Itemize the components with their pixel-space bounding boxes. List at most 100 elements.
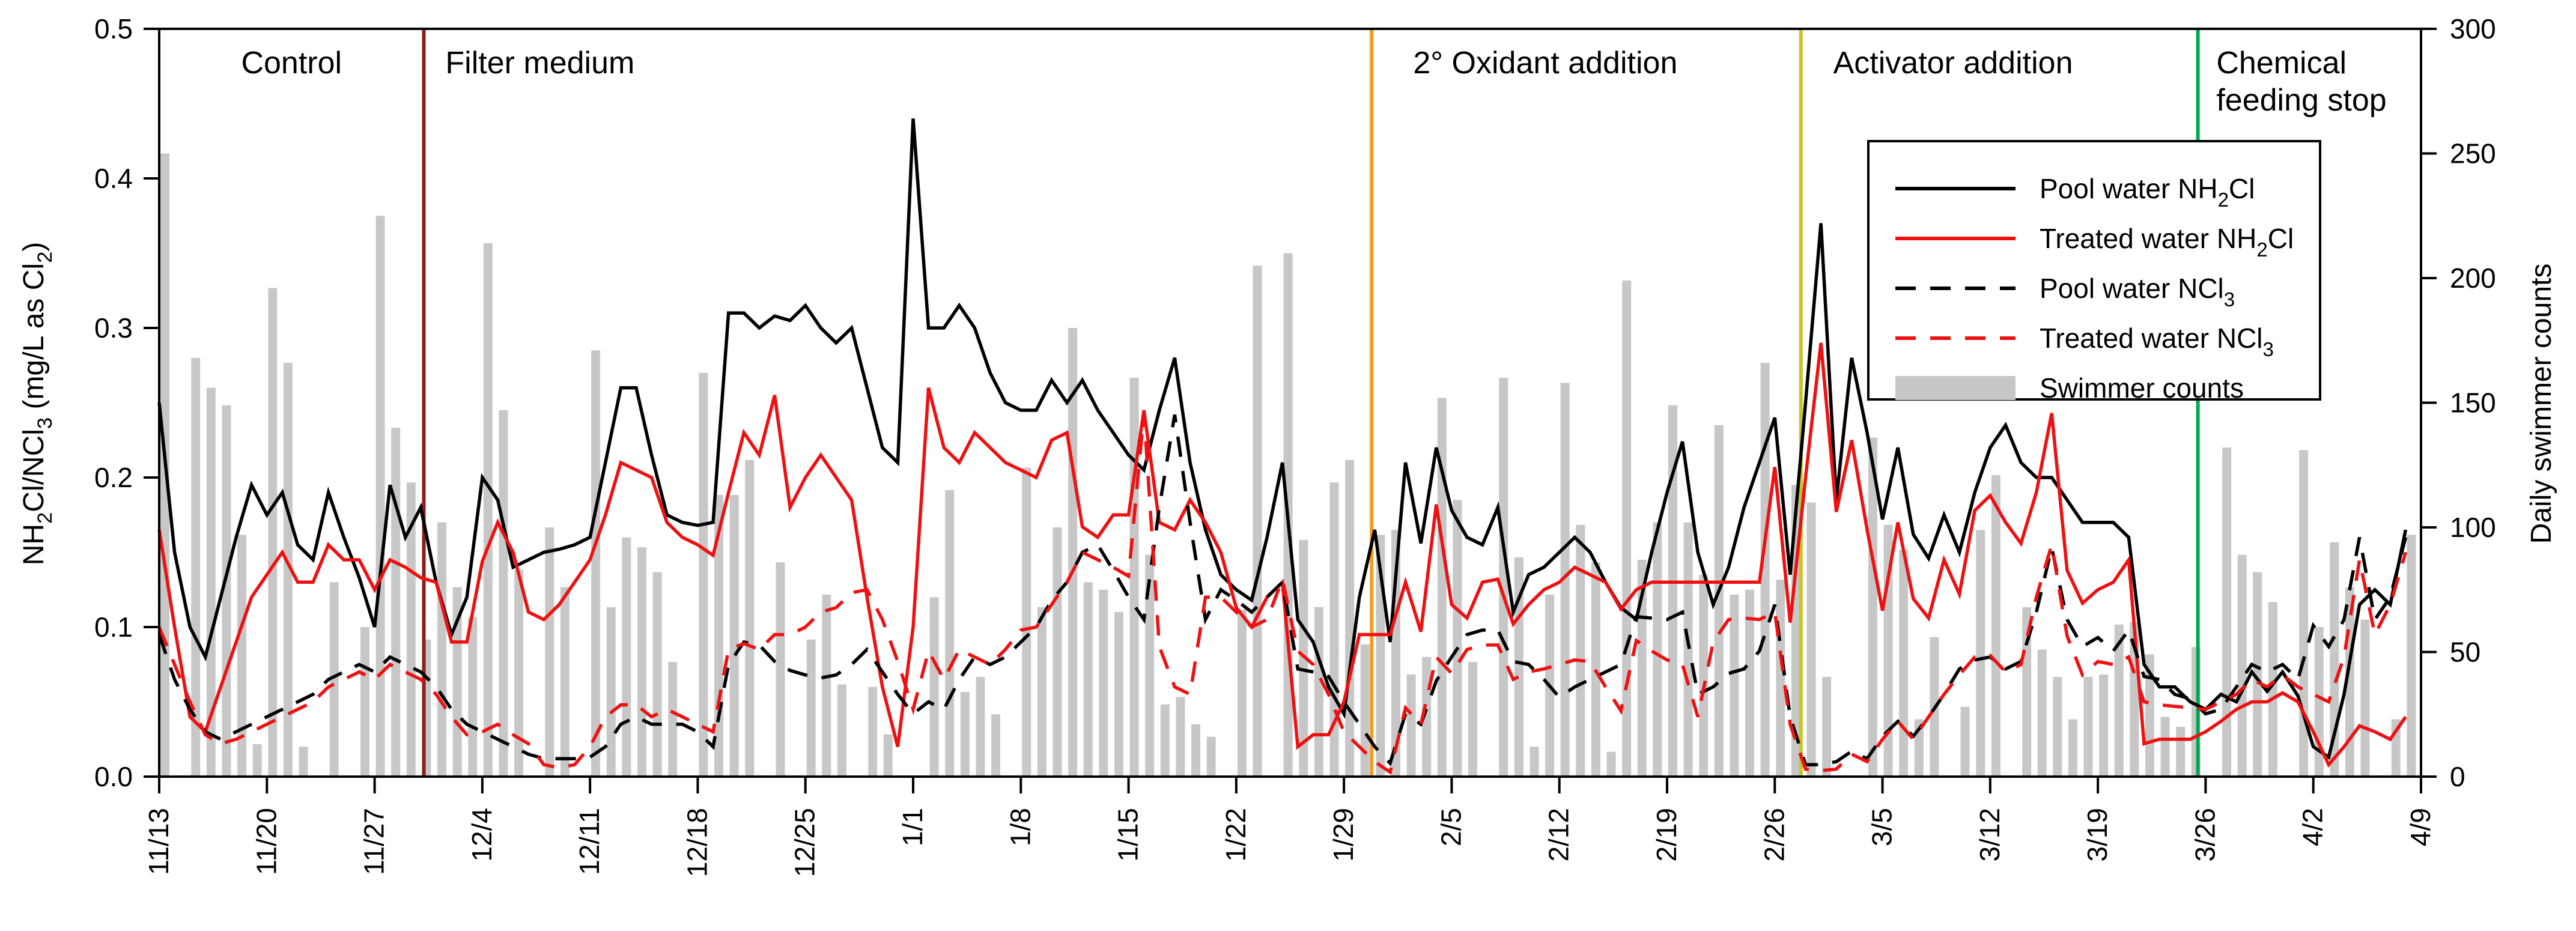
x-tick-label: 2/19 — [1651, 808, 1682, 862]
swimmer-bar — [1576, 524, 1585, 777]
swimmer-bar — [1053, 527, 1062, 777]
swimmer-bar — [2237, 554, 2247, 777]
swimmer-bar — [545, 527, 554, 777]
swimmer-count-bars — [160, 153, 2416, 777]
swimmer-bar — [375, 216, 385, 777]
y-left-tick-label: 0.3 — [94, 312, 133, 344]
swimmer-bar — [1622, 281, 1632, 777]
swimmer-bar — [2299, 450, 2309, 777]
swimmer-bar — [2160, 717, 2170, 777]
swimmer-bar — [1468, 662, 1478, 777]
legend-box — [1867, 140, 2321, 401]
x-tick-label: 11/13 — [143, 808, 174, 875]
y-left-tick-label: 0.5 — [94, 13, 133, 44]
tick-labels: 0.0 0.1 0.2 0.3 0.4 0.5 0 50 100 150 200 250 300 11/1… — [94, 13, 2496, 877]
treated-water-ncl3-line — [157, 413, 2408, 775]
swimmer-bar — [637, 547, 646, 777]
swimmer-bar — [391, 428, 401, 777]
y-right-tick-label: 250 — [2450, 138, 2496, 169]
swimmer-bar — [1406, 674, 1416, 777]
phase-label: 2° Oxidant addition — [1413, 46, 1677, 80]
x-tick-label: 2/12 — [1543, 808, 1575, 862]
swimmer-bar — [1437, 398, 1447, 777]
x-tick-label: 2/26 — [1758, 808, 1790, 862]
swimmer-bar — [1699, 574, 1709, 777]
swimmer-bar — [1345, 459, 1355, 777]
swimmer-bar — [1637, 559, 1647, 777]
y-left-tick-label: 0.4 — [94, 163, 133, 194]
swimmer-bar — [406, 482, 416, 777]
swimmer-bar — [437, 522, 447, 777]
swimmer-bar — [1253, 265, 1262, 777]
swimmer-bar — [991, 714, 1001, 777]
legend-entry-label: Pool water NH2Cl — [2040, 173, 2255, 211]
swimmer-bar — [299, 747, 308, 777]
phase-label: Control — [241, 46, 342, 80]
legend-swatch-bar — [1895, 376, 2016, 400]
swimmer-bar — [1806, 502, 1816, 777]
swimmer-bar — [252, 744, 262, 777]
y-right-tick-label: 0 — [2450, 761, 2465, 792]
swimmer-bar — [668, 662, 678, 777]
x-tick-label: 11/27 — [359, 808, 390, 875]
swimmer-bar — [652, 572, 662, 777]
swimmer-bar — [2268, 602, 2277, 777]
swimmer-bar — [1760, 363, 1770, 777]
swimmer-bar — [976, 677, 985, 777]
swimmer-bar — [1683, 522, 1693, 777]
y-left-tick-label: 0.1 — [94, 611, 133, 643]
y-right-tick-label: 300 — [2450, 13, 2496, 44]
legend-entry: Treated water NH2Cl — [1895, 223, 2294, 261]
swimmer-bar — [468, 617, 478, 777]
swimmer-bar — [945, 490, 955, 777]
x-tick-label: 3/19 — [2082, 808, 2113, 862]
swimmer-bar — [2407, 535, 2416, 777]
swimmer-bar — [699, 372, 708, 777]
legend: Pool water NH2Cl Treated water NH2Cl Pool … — [1867, 140, 2321, 404]
swimmer-bar — [1776, 580, 1785, 777]
swimmer-bar — [1068, 328, 1078, 777]
phase-label: Chemical — [2216, 46, 2347, 80]
swimmer-bar — [806, 639, 816, 777]
swimmer-bar — [1083, 582, 1093, 777]
swimmer-bar — [2145, 654, 2154, 777]
y-right-tick-label: 150 — [2450, 387, 2496, 419]
legend-entry-label: Pool water NCl3 — [2040, 273, 2235, 311]
x-tick-label: 1/8 — [1004, 808, 1036, 846]
swimmer-bar — [1299, 539, 1308, 777]
swimmer-bar — [1206, 736, 1216, 777]
legend-entry: Treated water NCl3 — [1895, 323, 2274, 361]
x-tick-label: 4/2 — [2297, 808, 2328, 846]
legend-entry-label: Treated water NCl3 — [2040, 323, 2274, 361]
swimmer-bar — [2037, 649, 2047, 777]
legend-entry: Pool water NCl3 — [1895, 273, 2235, 311]
x-tick-label: 1/29 — [1328, 808, 1359, 862]
swimmer-bar — [1560, 383, 1570, 777]
x-tick-label: 12/11 — [574, 808, 605, 875]
y-right-tick-label: 100 — [2450, 512, 2496, 543]
swimmer-bar — [1899, 550, 1909, 777]
swimmer-bar — [1668, 405, 1677, 777]
swimmer-bar — [2083, 677, 2093, 777]
swimmer-bar — [1037, 607, 1046, 777]
swimmer-bar — [452, 587, 462, 777]
treated-water-nh2cl-line — [157, 342, 2407, 768]
swimmer-bar — [2053, 677, 2062, 777]
y-right-axis-title: Daily swimmer counts — [2526, 264, 2557, 544]
y-right-tick-label: 200 — [2450, 262, 2496, 294]
swimmer-bar — [1022, 467, 1031, 777]
swimmer-bar — [1160, 704, 1170, 777]
swimmer-bar — [1991, 475, 2000, 777]
swimmer-bar — [1745, 589, 1755, 777]
phase-labels: Control Filter medium 2° Oxidant addition A… — [241, 46, 2386, 118]
swimmer-bar — [1960, 706, 1970, 777]
x-tick-label: 12/4 — [466, 808, 497, 862]
y-right-tick-label: 50 — [2450, 637, 2480, 668]
swimmer-bar — [1145, 554, 1155, 777]
x-tick-label: 3/5 — [1867, 808, 1898, 846]
swimmer-bar — [1530, 747, 1539, 777]
swimmer-bar — [2360, 619, 2370, 777]
x-tick-label: 11/20 — [251, 808, 282, 875]
legend-entry: Swimmer counts — [1895, 372, 2244, 404]
